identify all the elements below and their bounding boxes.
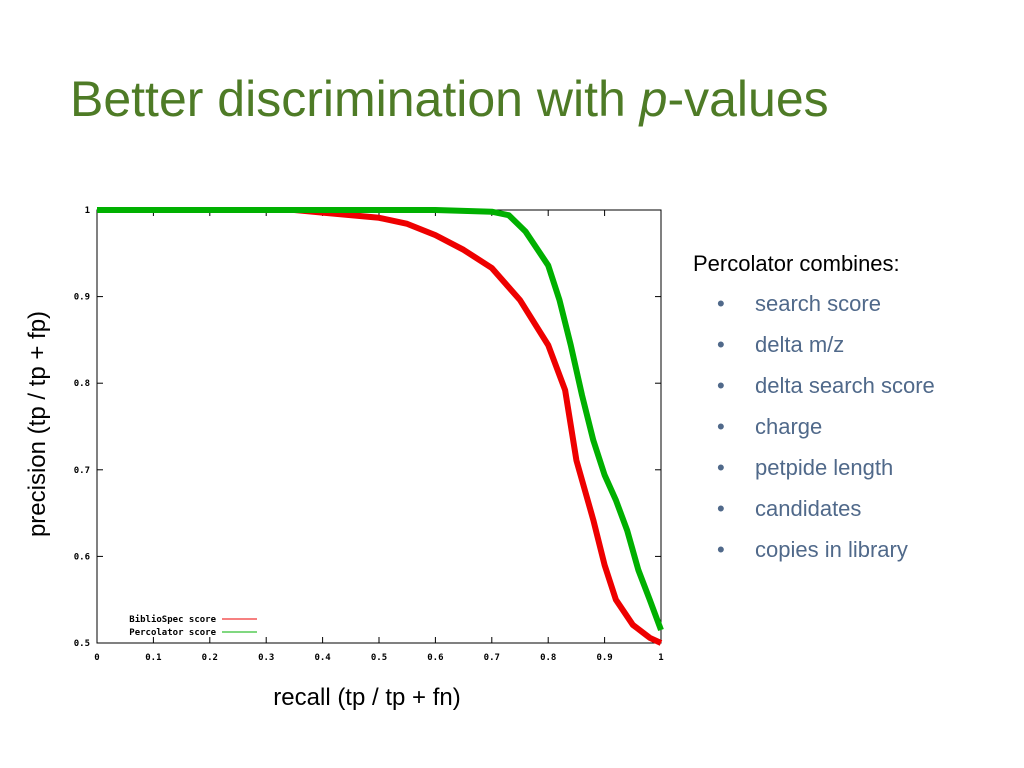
list-item: search score <box>755 291 881 316</box>
y-tick-label: 0.9 <box>74 293 90 303</box>
y-tick-label: 0.8 <box>74 379 90 389</box>
series-line <box>97 207 663 646</box>
bullet: • <box>717 496 725 521</box>
list-item: delta search score <box>755 373 935 398</box>
x-tick-label: 0.5 <box>371 653 387 663</box>
y-tick-label: 1 <box>85 206 90 216</box>
bullet: • <box>717 291 725 316</box>
x-axis-label: recall (tp / tp + fn) <box>273 684 460 711</box>
list-item: delta m/z <box>755 332 844 357</box>
list-heading: Percolator combines: <box>693 251 900 276</box>
x-tick-label: 0.2 <box>202 653 218 663</box>
bullet: • <box>717 455 725 480</box>
list-item: copies in library <box>755 537 908 562</box>
title-text: Better discrimination with <box>70 71 640 127</box>
bullet: • <box>717 414 725 439</box>
bullet: • <box>717 373 725 398</box>
bullet: • <box>717 537 725 562</box>
title-italic: p <box>638 71 668 127</box>
plot: 0 0.1 0.2 0.3 0.4 0.5 0.6 0.7 0.8 0.9 1 0.5 0.6 0.7 0.… <box>74 206 664 663</box>
x-tick-label: 0.8 <box>540 653 556 663</box>
bullet: • <box>717 332 725 357</box>
x-tick-label: 1 <box>658 653 663 663</box>
x-tick-label: 0 <box>94 653 99 663</box>
legend-label: BiblioSpec score <box>129 614 216 625</box>
legend-label: Percolator score <box>129 628 216 638</box>
slide-title: Better discrimination with p-values <box>70 71 829 127</box>
list-item: candidates <box>755 496 861 521</box>
title-text: -values <box>667 71 828 127</box>
y-tick-label: 0.6 <box>74 552 90 562</box>
series-line <box>97 207 664 632</box>
x-tick-label: 0.4 <box>314 653 331 663</box>
x-tick-label: 0.3 <box>258 653 274 663</box>
list-item: petpide length <box>755 455 893 480</box>
y-tick-label: 0.5 <box>74 639 90 649</box>
list: • search score • delta m/z • delta search sco… <box>717 291 935 562</box>
y-tick-label: 0.7 <box>74 466 90 476</box>
x-tick-label: 0.1 <box>145 653 161 663</box>
x-tick-label: 0.9 <box>596 653 612 663</box>
x-tick-label: 0.6 <box>427 653 443 663</box>
y-axis-label: precision (tp / tp + fp) <box>24 311 51 537</box>
plot-frame <box>96 209 662 644</box>
list-item: charge <box>755 414 822 439</box>
x-tick-label: 0.7 <box>484 653 500 663</box>
